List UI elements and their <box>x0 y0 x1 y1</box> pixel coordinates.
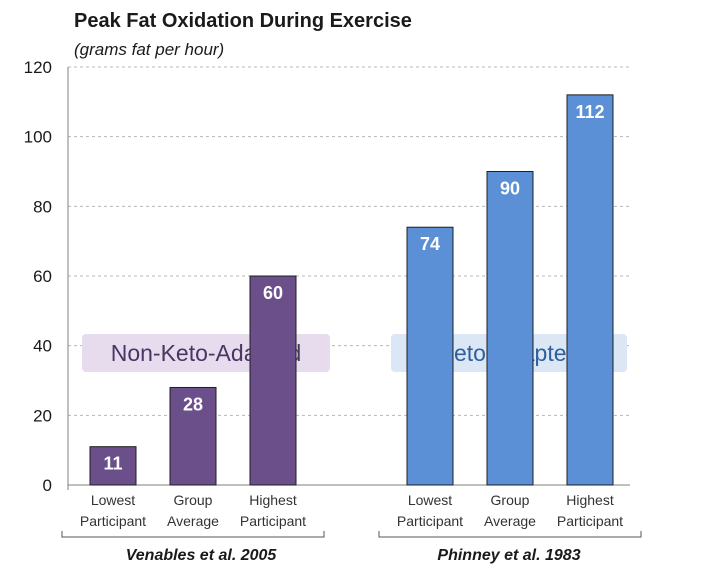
bar <box>486 171 534 486</box>
bar-value-label: 90 <box>500 179 520 199</box>
y-axis: 0 20 40 60 80 100 120 <box>24 58 630 495</box>
chart-title: Peak Fat Oxidation During Exercise <box>74 10 412 32</box>
x-tick-label: Highest <box>249 492 297 508</box>
bar-value-label: 60 <box>263 283 283 303</box>
chart-subtitle: (grams fat per hour) <box>74 40 224 59</box>
y-tick-label: 0 <box>43 476 52 495</box>
y-tick-label: 60 <box>33 267 52 286</box>
x-tick-label: Lowest <box>91 492 135 508</box>
bar <box>406 226 454 486</box>
annotations: Non-Keto-AdaptedKeto-Adapted <box>82 334 627 372</box>
y-tick-label: 20 <box>33 406 52 425</box>
bar-value-label: 74 <box>420 234 440 254</box>
bar-value-label: 11 <box>103 454 122 474</box>
group-bracket <box>61 531 325 538</box>
group-bracket <box>378 531 642 538</box>
x-tick-label: Average <box>484 513 536 529</box>
y-tick-label: 100 <box>24 128 52 147</box>
group-label: Venables et al. 2005 <box>126 547 278 564</box>
x-tick-label: Average <box>167 513 219 529</box>
bar <box>169 386 217 486</box>
x-tick-label: Participant <box>240 513 306 529</box>
bar-value-label: 28 <box>183 394 203 414</box>
x-axis-labels: Lowest Participant Group Average Highest Part… <box>80 492 623 529</box>
x-tick-label: Group <box>491 492 530 508</box>
x-tick-label: Participant <box>80 513 146 529</box>
x-tick-label: Participant <box>557 513 623 529</box>
x-tick-label: Group <box>174 492 213 508</box>
y-tick-label: 80 <box>33 197 52 216</box>
bar <box>89 446 137 486</box>
x-tick-label: Highest <box>566 492 614 508</box>
group-labels: Venables et al. 2005 Phinney et al. 1983 <box>61 531 642 564</box>
y-tick-label: 40 <box>33 337 52 356</box>
bar <box>249 275 297 486</box>
bars: 11 28 60 74 90 112 <box>89 94 614 486</box>
group-label: Phinney et al. 1983 <box>437 547 580 564</box>
y-tick-label: 120 <box>24 58 52 77</box>
x-tick-label: Participant <box>397 513 463 529</box>
bar-value-label: 112 <box>575 102 604 122</box>
x-tick-label: Lowest <box>408 492 452 508</box>
bar <box>566 94 614 486</box>
